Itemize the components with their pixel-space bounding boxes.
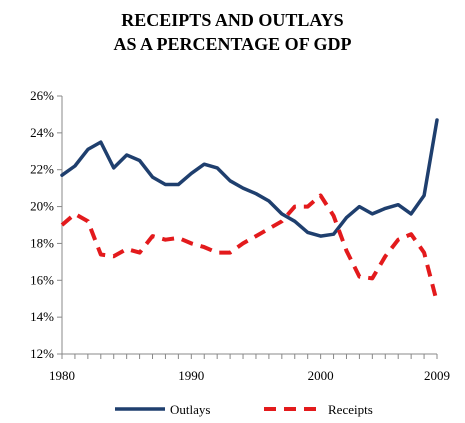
y-tick-label: 26%: [30, 88, 54, 103]
series-line-outlays: [60, 118, 439, 238]
y-tick-label: 16%: [30, 272, 54, 287]
series-line-receipts: [60, 193, 439, 303]
y-tick-label: 14%: [30, 309, 54, 324]
x-tick-label: 1990: [178, 368, 204, 383]
x-tick-label: 2000: [308, 368, 334, 383]
y-tick-label: 22%: [30, 162, 54, 177]
y-tick-label: 18%: [30, 235, 54, 250]
legend-label-outlays: Outlays: [170, 402, 210, 417]
y-tick-label: 24%: [30, 125, 54, 140]
y-tick-label: 12%: [30, 346, 54, 361]
x-tick-label: 2009: [424, 368, 450, 383]
chart-title-line-2: AS A PERCENTAGE OF GDP: [113, 34, 352, 54]
y-tick-label: 20%: [30, 199, 54, 214]
chart-title: RECEIPTS AND OUTLAYS AS A PERCENTAGE OF …: [0, 8, 465, 56]
legend-label-receipts: Receipts: [328, 402, 373, 417]
chart-title-line-1: RECEIPTS AND OUTLAYS: [121, 10, 344, 30]
x-tick-label: 1980: [49, 368, 75, 383]
